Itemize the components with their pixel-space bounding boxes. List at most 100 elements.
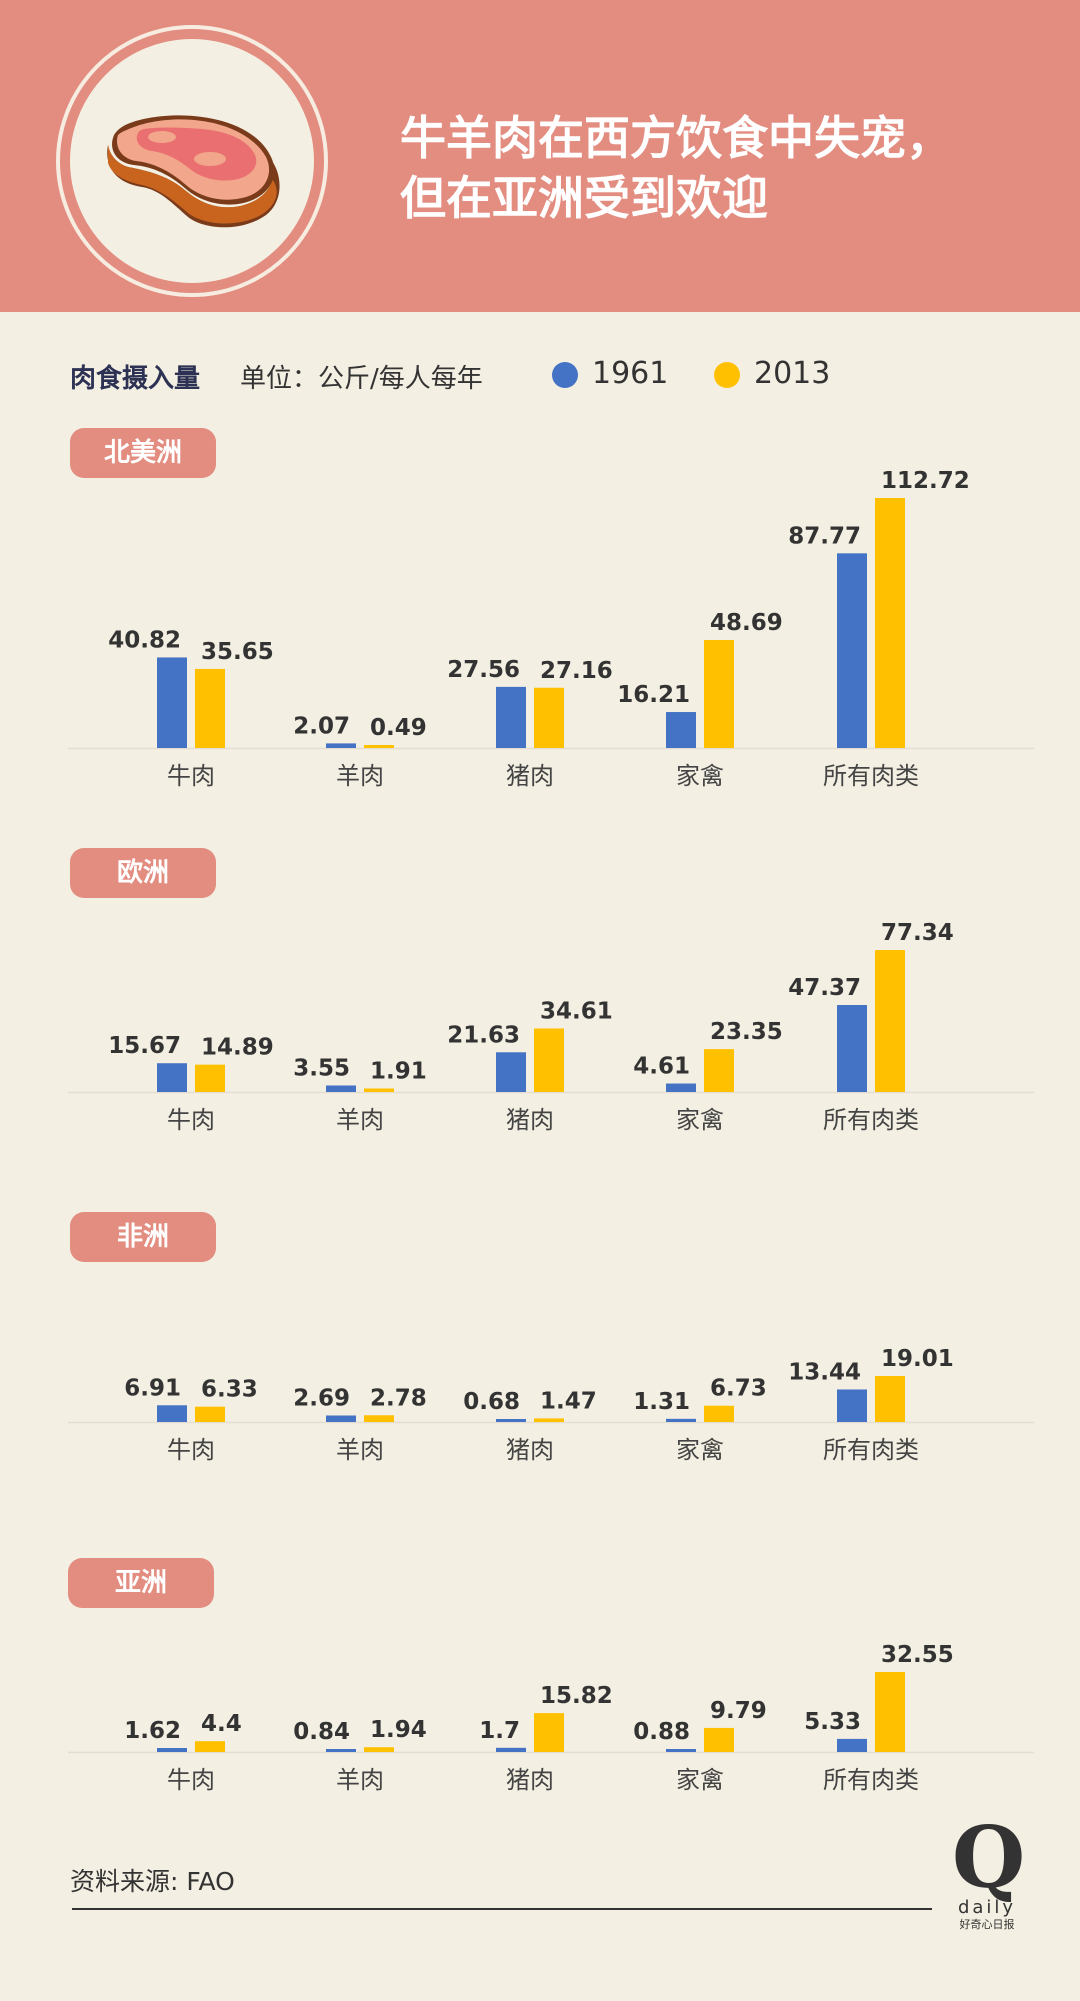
chart-africa: 6.91 6.33 牛肉 2.69 2.78 羊肉 0.68 1.47 猪肉 1.31 6.73 家禽… [68,1300,1034,1470]
brand-word: daily [957,1897,1017,1918]
north-america-category-all-meat: 所有肉类 [823,762,919,790]
north-america-label-mutton-1961: 2.07 [293,713,350,739]
asia-label-mutton-2013: 1.94 [370,1717,427,1743]
north-america-category-beef: 牛肉 [167,762,215,790]
europe-label-beef-2013: 14.89 [201,1035,274,1061]
chart-europe-svg: 15.67 14.89 牛肉 3.55 1.91 羊肉 21.63 34.61 猪肉 4.61 23… [68,920,1034,1134]
asia-label-beef-1961: 1.62 [124,1718,181,1744]
region-tag-europe: 欧洲 [70,848,216,898]
africa-label-all-meat-2013: 19.01 [881,1346,954,1372]
chart-europe: 15.67 14.89 牛肉 3.55 1.91 羊肉 21.63 34.61 猪肉 4.61 23… [68,880,1034,1140]
asia-label-pork-1961: 1.7 [479,1718,520,1744]
footer-divider [72,1908,932,1910]
legend-swatch-2013 [714,362,740,388]
region-tag-asia: 亚洲 [68,1558,214,1608]
title-line-2: 但在亚洲受到欢迎 [400,171,768,225]
brand-cn: 好奇心日报 [959,1918,1015,1931]
africa-bar-mutton-2013 [364,1415,394,1422]
asia-category-all-meat: 所有肉类 [823,1766,919,1794]
asia-bar-pork-1961 [496,1747,526,1752]
asia-label-all-meat-2013: 32.55 [881,1642,954,1668]
steak-icon [107,115,280,228]
africa-label-pork-1961: 0.68 [463,1389,520,1415]
africa-label-mutton-1961: 2.69 [293,1385,350,1411]
africa-bar-beef-2013 [195,1406,225,1422]
chart-north-america: 40.82 35.65 牛肉 2.07 0.49 羊肉 27.56 27.16 猪肉 16.21 4… [68,440,1034,800]
region-tag-north-america: 北美洲 [70,428,216,478]
africa-category-beef: 牛肉 [167,1436,215,1464]
chart-north-america-svg: 40.82 35.65 牛肉 2.07 0.49 羊肉 27.56 27.16 猪肉 16.21 4… [68,468,1034,790]
europe-bar-pork-2013 [534,1028,564,1092]
brand-logo: Q daily 好奇心日报 [952,1808,1026,1932]
legend-label-2013: 2013 [754,356,831,391]
europe-bar-poultry-1961 [666,1083,696,1092]
asia-bar-all-meat-2013 [875,1672,905,1752]
north-america-label-beef-1961: 40.82 [108,627,181,653]
region-tag-africa: 非洲 [70,1212,216,1262]
asia-bar-beef-1961 [157,1748,187,1752]
asia-label-all-meat-1961: 5.33 [804,1709,861,1735]
north-america-label-poultry-2013: 48.69 [710,610,783,636]
brand-letter: Q [952,1808,1026,1907]
asia-label-beef-2013: 4.4 [201,1711,242,1737]
europe-label-all-meat-1961: 47.37 [788,975,861,1001]
north-america-bar-pork-1961 [496,686,526,748]
europe-label-all-meat-2013: 77.34 [881,920,954,946]
north-america-category-pork: 猪肉 [506,762,554,790]
africa-label-pork-2013: 1.47 [540,1388,597,1414]
north-america-category-mutton: 羊肉 [336,762,384,790]
north-america-bar-beef-2013 [195,668,225,748]
africa-bar-poultry-2013 [704,1405,734,1422]
north-america-category-poultry: 家禽 [676,762,724,790]
africa-category-pork: 猪肉 [506,1436,554,1464]
asia-label-mutton-1961: 0.84 [293,1719,350,1745]
europe-category-beef: 牛肉 [167,1106,215,1134]
europe-label-beef-1961: 15.67 [108,1033,181,1059]
legend-swatch-1961 [552,362,578,388]
asia-category-poultry: 家禽 [676,1766,724,1794]
europe-bar-mutton-2013 [364,1088,394,1092]
legend-unit: 单位：公斤/每人每年 [240,364,483,394]
africa-bar-all-meat-1961 [837,1389,867,1422]
chart-asia: 1.62 4.4 牛肉 0.84 1.94 羊肉 1.7 15.82 猪肉 0.88 9.79 家禽 5… [68,1614,1034,1800]
north-america-label-pork-1961: 27.56 [447,657,520,683]
africa-category-poultry: 家禽 [676,1436,724,1464]
africa-label-poultry-2013: 6.73 [710,1376,767,1402]
europe-bar-mutton-1961 [326,1085,356,1092]
logo-ring [56,25,328,297]
africa-bar-pork-2013 [534,1418,564,1422]
north-america-bar-poultry-2013 [704,640,734,748]
europe-bar-beef-2013 [195,1064,225,1092]
africa-bar-poultry-1961 [666,1418,696,1422]
europe-label-pork-1961: 21.63 [447,1022,520,1048]
europe-bar-beef-1961 [157,1063,187,1092]
africa-label-poultry-1961: 1.31 [633,1389,690,1415]
africa-bar-all-meat-2013 [875,1376,905,1422]
europe-category-pork: 猪肉 [506,1106,554,1134]
europe-label-pork-2013: 34.61 [540,998,613,1024]
africa-bar-mutton-1961 [326,1415,356,1422]
europe-label-poultry-2013: 23.35 [710,1019,783,1045]
europe-bar-all-meat-1961 [837,1005,867,1092]
europe-category-all-meat: 所有肉类 [823,1106,919,1134]
europe-label-mutton-2013: 1.91 [370,1058,427,1084]
europe-label-mutton-1961: 3.55 [293,1055,350,1081]
africa-category-all-meat: 所有肉类 [823,1436,919,1464]
chart-africa-svg: 6.91 6.33 牛肉 2.69 2.78 羊肉 0.68 1.47 猪肉 1.31 6.73 家禽… [68,1346,1034,1464]
africa-label-mutton-2013: 2.78 [370,1385,427,1411]
legend-label-1961: 1961 [592,356,669,391]
europe-category-poultry: 家禽 [676,1106,724,1134]
asia-bar-beef-2013 [195,1741,225,1752]
europe-category-mutton: 羊肉 [336,1106,384,1134]
chart-asia-svg: 1.62 4.4 牛肉 0.84 1.94 羊肉 1.7 15.82 猪肉 0.88 9.79 家禽 5… [68,1642,1034,1794]
asia-label-poultry-2013: 9.79 [710,1698,767,1724]
asia-category-beef: 牛肉 [167,1766,215,1794]
north-america-label-beef-2013: 35.65 [201,639,274,665]
africa-label-beef-2013: 6.33 [201,1377,258,1403]
asia-bar-mutton-1961 [326,1749,356,1752]
asia-bar-pork-2013 [534,1713,564,1752]
africa-category-mutton: 羊肉 [336,1436,384,1464]
africa-label-all-meat-1961: 13.44 [788,1359,861,1385]
asia-bar-poultry-1961 [666,1749,696,1752]
africa-bar-beef-1961 [157,1405,187,1422]
